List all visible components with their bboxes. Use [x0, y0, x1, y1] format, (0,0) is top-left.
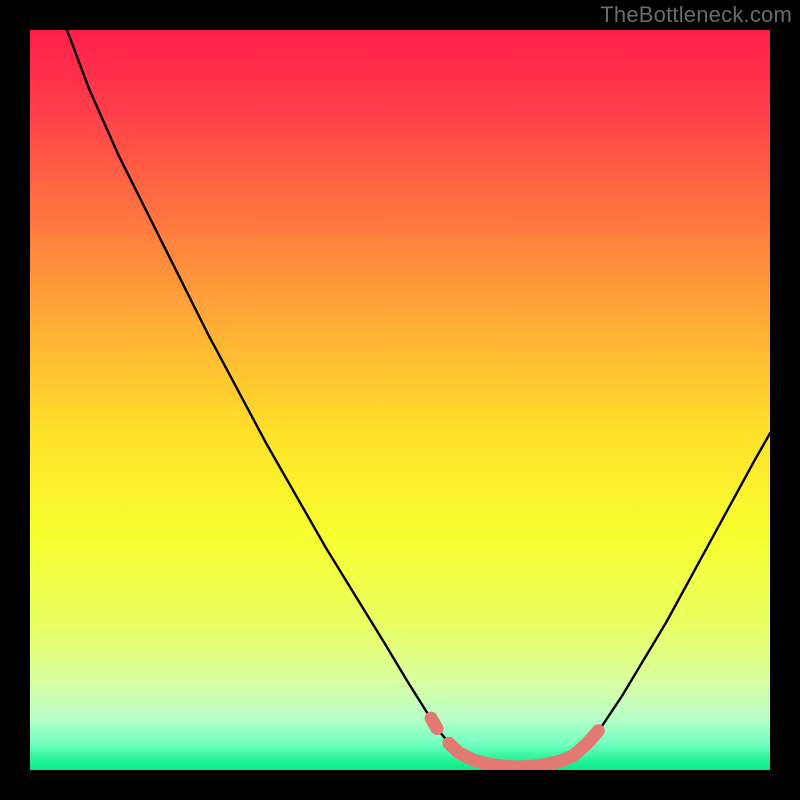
- watermark-text: TheBottleneck.com: [600, 2, 792, 28]
- chart-frame: TheBottleneck.com: [0, 0, 800, 800]
- chart-svg: [0, 0, 800, 800]
